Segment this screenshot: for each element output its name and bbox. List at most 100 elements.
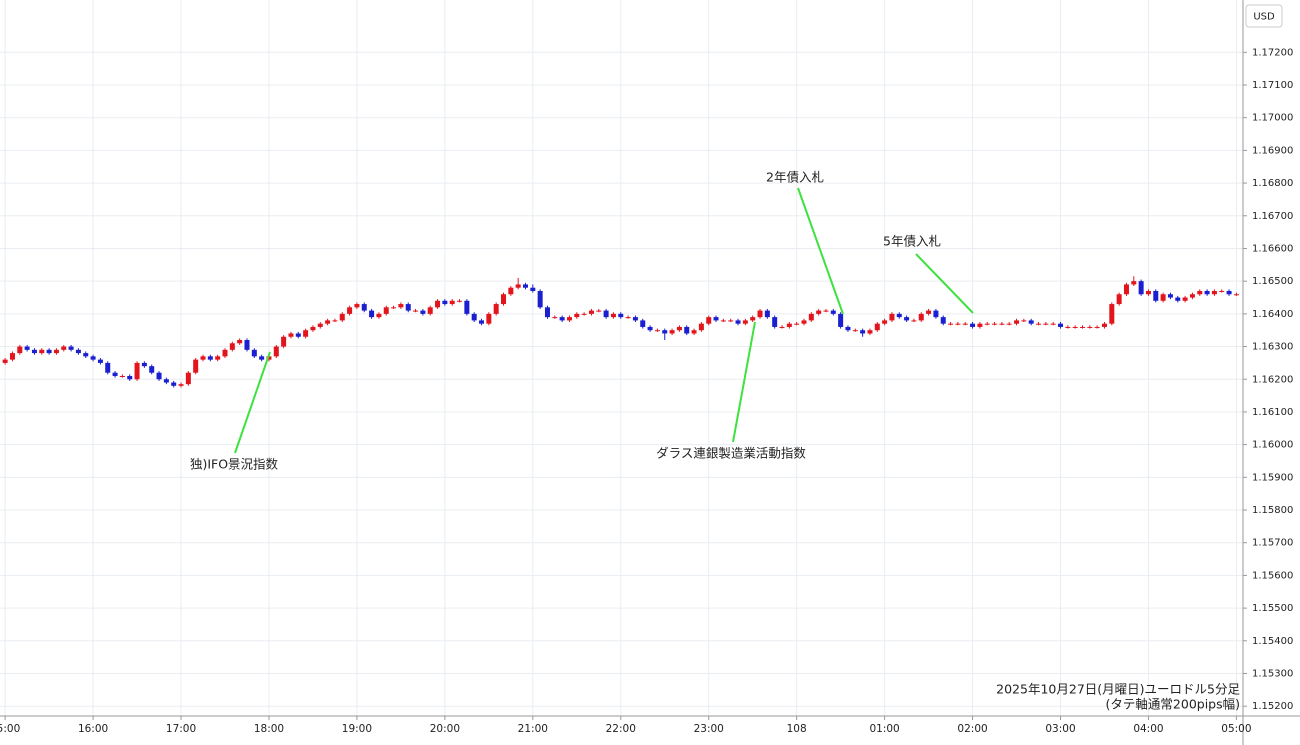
candle-body <box>537 290 543 308</box>
candle-body <box>669 330 675 334</box>
candle-body <box>427 307 433 314</box>
candle-body <box>105 362 111 373</box>
candle-body <box>259 356 265 360</box>
annotation-line <box>732 321 756 443</box>
candle-body <box>977 323 983 327</box>
x-tick-label: 15:00 <box>0 723 20 735</box>
candle-body <box>1094 326 1100 328</box>
candle-body <box>867 330 873 334</box>
candle-body <box>676 326 682 331</box>
candle-body <box>911 320 917 322</box>
candle-body <box>471 313 477 321</box>
candle-body <box>119 375 125 377</box>
candle-body <box>97 359 103 363</box>
candle-body <box>852 330 858 332</box>
candle-body <box>757 310 763 318</box>
candle-body <box>215 356 221 360</box>
candle-body <box>808 313 814 321</box>
y-tick-label: 1.15500 <box>1252 603 1293 614</box>
candle-body <box>1160 294 1166 301</box>
candle-body <box>1204 290 1210 295</box>
y-tick-label: 1.16900 <box>1252 145 1293 156</box>
x-tick-label: 22:00 <box>606 723 636 735</box>
y-tick-label: 1.15400 <box>1252 636 1293 647</box>
candle-body <box>1175 297 1181 301</box>
plot-area <box>0 0 1243 716</box>
candle-body <box>1189 294 1195 298</box>
candle-body <box>127 375 133 380</box>
candle-body <box>39 349 45 354</box>
y-tick-label: 1.16300 <box>1252 342 1293 353</box>
candle-body <box>501 294 507 305</box>
note: 2025年10月27日(月曜日)ユーロドル5分足 <box>996 682 1240 697</box>
candle-body <box>654 330 660 332</box>
x-tick-label: 02:00 <box>957 723 987 735</box>
candle-body <box>178 384 184 386</box>
candle-body <box>347 307 353 314</box>
candle-body <box>1087 326 1093 328</box>
candle-body <box>970 323 976 327</box>
candle-body <box>779 326 785 328</box>
candle-body <box>193 359 199 373</box>
annotation-line <box>797 187 844 315</box>
candle-body <box>493 304 499 314</box>
annotation-label: ダラス連銀製造業活動指数 <box>656 446 806 461</box>
candle-body <box>449 300 455 305</box>
candle-body <box>68 346 74 350</box>
candle-body <box>662 330 668 334</box>
candle-body <box>61 346 67 350</box>
candle-body <box>1167 294 1173 298</box>
candle-body <box>918 313 924 321</box>
candle-body <box>405 304 411 311</box>
x-tick-label: 04:00 <box>1133 723 1163 735</box>
candle-body <box>632 317 638 321</box>
candle-body <box>112 372 118 376</box>
candle-body <box>1219 290 1225 292</box>
candle-body <box>816 310 822 314</box>
candle-body <box>53 349 59 354</box>
y-tick-label: 1.15200 <box>1252 701 1293 712</box>
candle-body <box>515 284 521 288</box>
y-tick-label: 1.15800 <box>1252 505 1293 516</box>
annotation-line <box>915 253 974 314</box>
candle-body <box>229 343 235 350</box>
candle-body <box>435 300 441 308</box>
candle-body <box>17 346 23 354</box>
candle-body <box>317 323 323 327</box>
candle-body <box>1079 326 1085 328</box>
candle-body <box>339 313 345 321</box>
x-tick-label: 18:00 <box>254 723 284 735</box>
y-tick-label: 1.15700 <box>1252 538 1293 549</box>
y-tick-label: 1.16200 <box>1252 374 1293 385</box>
candle-body <box>735 320 741 324</box>
candle-body <box>530 287 536 291</box>
candle-body <box>889 313 895 321</box>
candle-body <box>940 317 946 324</box>
candle-body <box>1028 320 1034 324</box>
candle-body <box>706 317 712 324</box>
annotation-label: 独)IFO景況指数 <box>190 457 279 472</box>
candle-body <box>691 330 697 334</box>
candle-body <box>222 349 228 357</box>
x-tick-label: 23:00 <box>694 723 724 735</box>
candle-body <box>874 323 880 331</box>
candle-body <box>75 349 81 354</box>
candle-body <box>398 304 404 308</box>
candle-body <box>1153 290 1159 301</box>
y-tick-label: 1.15900 <box>1252 472 1293 483</box>
candle-body <box>581 313 587 315</box>
candle-body <box>24 346 30 350</box>
candle-body <box>625 317 631 319</box>
candle-body <box>83 353 89 357</box>
x-tick-label: 03:00 <box>1045 723 1075 735</box>
y-tick-label: 1.17000 <box>1252 113 1293 124</box>
candle-body <box>479 320 485 324</box>
candle-body <box>1145 290 1151 295</box>
candle-body <box>1006 323 1012 325</box>
candle-body <box>786 323 792 327</box>
candle-body <box>984 323 990 325</box>
candle-body <box>838 313 844 327</box>
candle-body <box>610 313 616 318</box>
